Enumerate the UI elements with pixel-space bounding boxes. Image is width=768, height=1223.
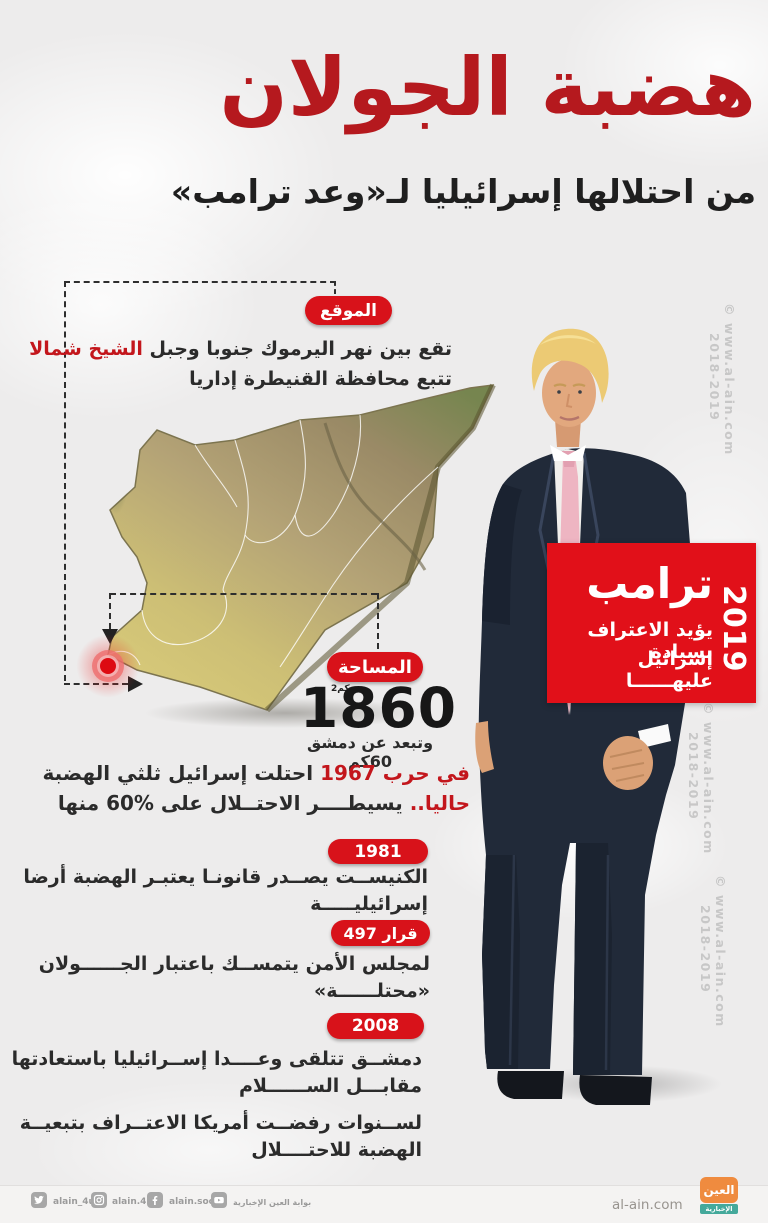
area-distance: وتبعد عن دمشق 60كم [306,733,434,771]
history-now-line: حاليا.. يسيطــــر الاحتــلال على %60 منه… [43,788,470,818]
trump-box-year: 2019 [716,585,751,673]
watermark-years: 2018-2019 [686,732,701,821]
page-subtitle: من احتلالها إسرائيليا لـ«وعد ترامب» [170,172,756,211]
map-shadow [90,692,480,734]
river-line [323,422,427,571]
syria-map [107,383,496,713]
syria-outline [107,384,495,711]
timeline-497-text: لمجلس الأمن يتمســك باعتبار الجــــــولا… [39,951,430,1005]
callout-dash-tick [334,281,336,294]
aftermath-text: لســنوات رفضــت أمريكا الاعتــراف بتبعيـ… [20,1110,422,1164]
area-dash-right [377,593,379,649]
timeline-1981-pill: 1981 [328,839,428,864]
timeline-497-year: قرار 497 [343,923,418,943]
golan-marker-dot [100,658,116,674]
timeline-497-line1: لمجلس الأمن يتمســك باعتبار الجــــــولا… [38,953,430,975]
area-unit: كم2 [331,684,350,694]
location-label: الموقع [320,300,378,321]
location-line1: تقع بين نهر اليرموك جنوبا وجبل الشيخ شما… [29,334,452,364]
watermark: © www.al-ain.com 2018-2019 [698,875,728,1028]
area-dash-left [109,593,111,629]
aftermath-line1: لســنوات رفضــت أمريكا الاعتــراف بتبعيـ… [19,1112,422,1134]
alain-logo-sub: الإخبارية [700,1204,738,1214]
facebook-icon [147,1192,163,1208]
watermark-site: © www.al-ain.com [722,303,737,456]
alain-logo-text: العين [703,1183,735,1197]
area-label-pill: المساحة [327,652,423,682]
right-hand [603,736,653,790]
left-hand [475,721,494,773]
twitter-icon [31,1192,47,1208]
timeline-2008-pill: 2008 [327,1013,424,1039]
timeline-1981-line2: إسرائيليـــــة [310,892,428,915]
timeline-2008-line2: مقابـــل الســــــلام [238,1074,422,1097]
history-war-red: في حرب 1967 [320,761,470,785]
history-now-red: حاليا.. [409,791,470,816]
trump-name: ترامب [586,559,713,608]
location-label-pill: الموقع [305,296,392,325]
history-war-line: في حرب 1967 احتلت إسرائيل ثلثي الهضبة [43,758,471,788]
instagram-icon [91,1192,107,1208]
history-now-black: يسيطــــر الاحتــلال على %60 منها [57,791,410,816]
callout-dash-left [64,281,66,681]
trump-2019-box: ترامب يؤيد الاعتراف بسيادة إسرائيل عليهـ… [547,543,756,703]
timeline-1981-text: الكنيســت يصــدر قانونـا يعتبـر الهضبة أ… [23,864,428,918]
page-title: هضبة الجولان [219,41,757,134]
watermark-years: 2018-2019 [707,333,722,422]
youtube-icon [211,1192,227,1208]
alain-logo-sub-text: الإخبارية [705,1205,733,1213]
area-value: 1860 [300,676,458,740]
timeline-2008-year: 2008 [351,1016,400,1036]
watermark-site: © www.al-ain.com [713,875,728,1028]
timeline-2008-text: دمشــق تتلقى وعــــدا إســرائيليا باستعا… [12,1046,422,1100]
hair [531,328,609,403]
timeline-1981-year: 1981 [354,841,402,862]
shoe-right [579,1075,652,1105]
area-dash-top [110,593,377,595]
footer-site: al-ain.com [612,1197,683,1213]
youtube-handle: بوابة العين الإخبارية [233,1198,312,1207]
watermark: © www.al-ain.com 2018-2019 [707,303,737,456]
timeline-497-pill: قرار 497 [331,920,430,946]
location-line1-red: الشيخ شمالا [29,338,143,360]
area-label: المساحة [338,656,412,678]
shoe-left [497,1071,564,1099]
watermark-site: © www.al-ain.com [701,702,716,855]
timeline-497-line2: «محتلــــــة» [313,979,430,1002]
history-war-black: احتلت إسرائيل ثلثي الهضبة [42,761,321,785]
aftermath-line2: الهضبة للاحتــــلال [251,1138,422,1161]
trump-box-line2: إسرائيل عليهــــــا [625,648,713,692]
location-line1-black: تقع بين نهر اليرموك جنوبا وجبل [142,338,452,360]
history-text: في حرب 1967 احتلت إسرائيل ثلثي الهضبة حا… [43,758,471,819]
watermark-years: 2018-2019 [698,905,713,994]
cuff [638,724,671,748]
alain-logo: العين [700,1177,738,1203]
twitter-handle: alain_4u [53,1197,95,1207]
face [542,359,596,427]
location-text: تقع بين نهر اليرموك جنوبا وجبل الشيخ شما… [29,334,452,394]
timeline-2008-line1: دمشــق تتلقى وعــــدا إســرائيليا باستعا… [11,1048,422,1070]
location-line2: تتبع محافظة القنيطرة إداريا [189,368,452,391]
callout-dash-top [64,281,336,283]
timeline-1981-line1: الكنيســت يصــدر قانونـا يعتبـر الهضبة أ… [23,866,428,888]
watermark: © www.al-ain.com 2018-2019 [686,702,716,855]
